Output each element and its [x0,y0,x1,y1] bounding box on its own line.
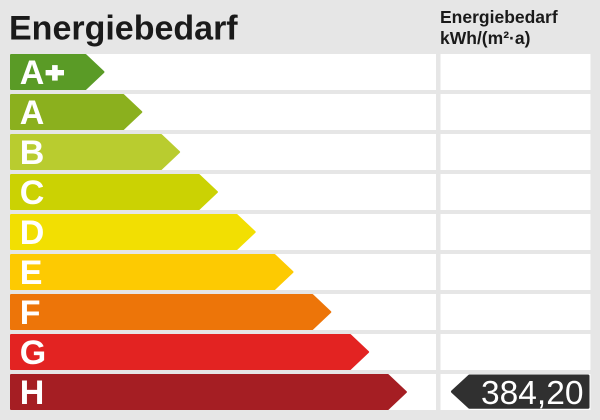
svg-text:kWh/(m²·a): kWh/(m²·a) [440,28,530,48]
svg-text:A: A [20,54,45,92]
svg-text:E: E [20,254,43,292]
svg-text:Energiebedarf: Energiebedarf [9,9,238,47]
svg-text:H: H [20,374,45,412]
svg-text:D: D [20,214,45,252]
svg-text:F: F [20,294,41,332]
svg-text:384,20: 384,20 [481,375,583,412]
svg-text:A: A [20,94,45,132]
svg-text:C: C [20,174,45,212]
svg-text:Energiebedarf: Energiebedarf [440,7,558,27]
svg-text:G: G [20,334,46,372]
svg-text:B: B [20,134,45,172]
